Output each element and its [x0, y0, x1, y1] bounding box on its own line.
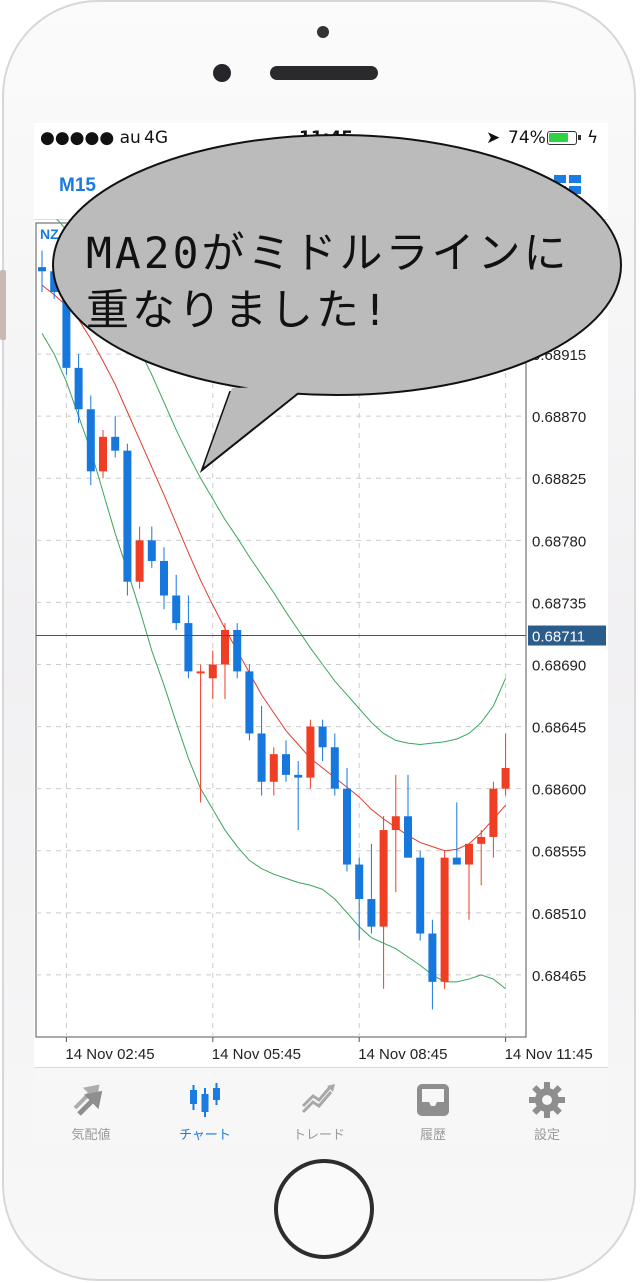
candle-up — [135, 540, 144, 582]
y-tick-label: 0.68825 — [532, 471, 586, 488]
candle-down — [343, 788, 351, 865]
candle-down — [86, 409, 95, 472]
candle-down — [123, 450, 132, 582]
candle-up — [465, 843, 473, 865]
candle-down — [147, 540, 156, 562]
front-camera — [213, 64, 231, 82]
candle-up — [391, 816, 400, 831]
tab-quotes-label: 気配値 — [71, 1128, 111, 1143]
proximity-sensor — [317, 26, 329, 38]
y-tick-label: 0.68915 — [532, 347, 586, 364]
candle-down — [367, 899, 376, 927]
candle-down — [257, 733, 266, 782]
candle-down — [233, 630, 242, 672]
candle-down — [111, 436, 120, 451]
arrows-icon — [73, 1084, 103, 1116]
candle-up — [306, 726, 315, 778]
candle-down — [38, 267, 46, 272]
trend-icon — [301, 1084, 335, 1114]
chart-area[interactable]: 0.68915 0.68870 0.68825 0.68780 0.68735 0.686… — [34, 208, 608, 1067]
candle-down — [50, 271, 59, 292]
callout-line-2: 重なりました! — [86, 286, 391, 336]
candle-down — [428, 933, 437, 982]
current-price-label: 0.68711 — [532, 629, 585, 646]
candle-down — [282, 754, 290, 775]
candle-up — [221, 630, 229, 665]
earpiece-speaker — [270, 66, 378, 80]
carrier-label: ●●●●● au — [40, 128, 141, 148]
windows-icon[interactable] — [554, 175, 582, 195]
volume-button — [0, 270, 6, 340]
candle-down — [452, 857, 461, 865]
candle-down — [184, 623, 193, 672]
candle-down — [330, 747, 339, 789]
candle-down — [74, 367, 83, 410]
x-tick-label: 14 Nov 02:45 — [65, 1046, 154, 1063]
y-tick-label: 0.68735 — [532, 595, 586, 612]
candle-up — [489, 788, 498, 837]
x-tick-label: 14 Nov 05:45 — [212, 1046, 301, 1063]
candle-down — [318, 726, 327, 748]
tab-history-label: 履歴 — [419, 1128, 446, 1143]
network-label: 4G — [144, 128, 168, 148]
battery-percent: 74% — [508, 128, 546, 148]
clock: 11:45 — [299, 128, 354, 148]
tab-chart[interactable]: チャート — [148, 1068, 262, 1143]
home-button[interactable] — [274, 1159, 374, 1259]
candle-up — [269, 754, 278, 782]
candle-down — [294, 774, 303, 778]
tab-settings-label: 設定 — [533, 1128, 560, 1143]
location-icon: ➤ — [486, 128, 501, 148]
y-tick-label: 0.68465 — [532, 968, 586, 985]
y-tick-label: 0.68645 — [532, 720, 586, 737]
candle-down — [160, 561, 168, 596]
y-tick-label: 0.68510 — [532, 906, 586, 923]
candle-up — [379, 830, 388, 927]
x-tick-label: 14 Nov 11:45 — [505, 1046, 593, 1063]
timeframe-button[interactable]: M15 — [59, 175, 96, 196]
battery-icon — [547, 131, 581, 145]
candle-up — [196, 671, 205, 674]
tab-trade-label: トレード — [292, 1128, 345, 1143]
y-tick-label: 0.68870 — [532, 409, 586, 426]
tab-bar: 気配値 チャート トレード 履歴 — [34, 1067, 608, 1143]
x-tick-label: 14 Nov 08:45 — [358, 1046, 447, 1063]
callout-line-1: MA20がミドルラインに — [86, 229, 570, 279]
charging-icon: ϟ — [587, 128, 599, 148]
chart-toolbar: M15 — [34, 153, 608, 220]
candle-down — [404, 816, 412, 858]
tab-chart-label: チャート — [179, 1128, 231, 1143]
status-bar: ●●●●● au 4G 11:45 ➤ 74% ϟ — [34, 123, 608, 153]
y-tick-label: 0.68780 — [532, 533, 586, 550]
candle-up — [501, 767, 510, 789]
y-tick-label: 0.68600 — [532, 782, 586, 799]
candle-up — [99, 436, 107, 472]
tab-history[interactable]: 履歴 — [376, 1068, 490, 1143]
tab-quotes[interactable]: 気配値 — [34, 1068, 148, 1143]
candlestick-chart[interactable]: 0.68915 0.68870 0.68825 0.68780 0.68735 0.686… — [34, 208, 608, 1067]
y-tick-label: 0.68690 — [532, 657, 586, 674]
candle-down — [172, 595, 181, 624]
gear-icon — [529, 1082, 565, 1118]
y-tick-label: 0.68555 — [532, 844, 586, 861]
candle-down — [62, 291, 71, 368]
candle-down — [355, 864, 364, 900]
tab-settings[interactable]: 設定 — [490, 1068, 604, 1143]
candle-down — [416, 857, 425, 934]
plot-frame — [35, 222, 527, 1038]
candles-icon — [190, 1083, 220, 1117]
symbol-label: NZ — [40, 226, 59, 242]
candle-up — [477, 836, 486, 844]
candle-up — [440, 857, 449, 982]
current-price-box — [528, 625, 606, 646]
candle-down — [245, 671, 254, 734]
tray-icon — [417, 1084, 449, 1116]
bollinger-lower-line — [41, 333, 506, 990]
candle-up — [208, 664, 217, 679]
tab-trade[interactable]: トレード — [262, 1068, 376, 1143]
